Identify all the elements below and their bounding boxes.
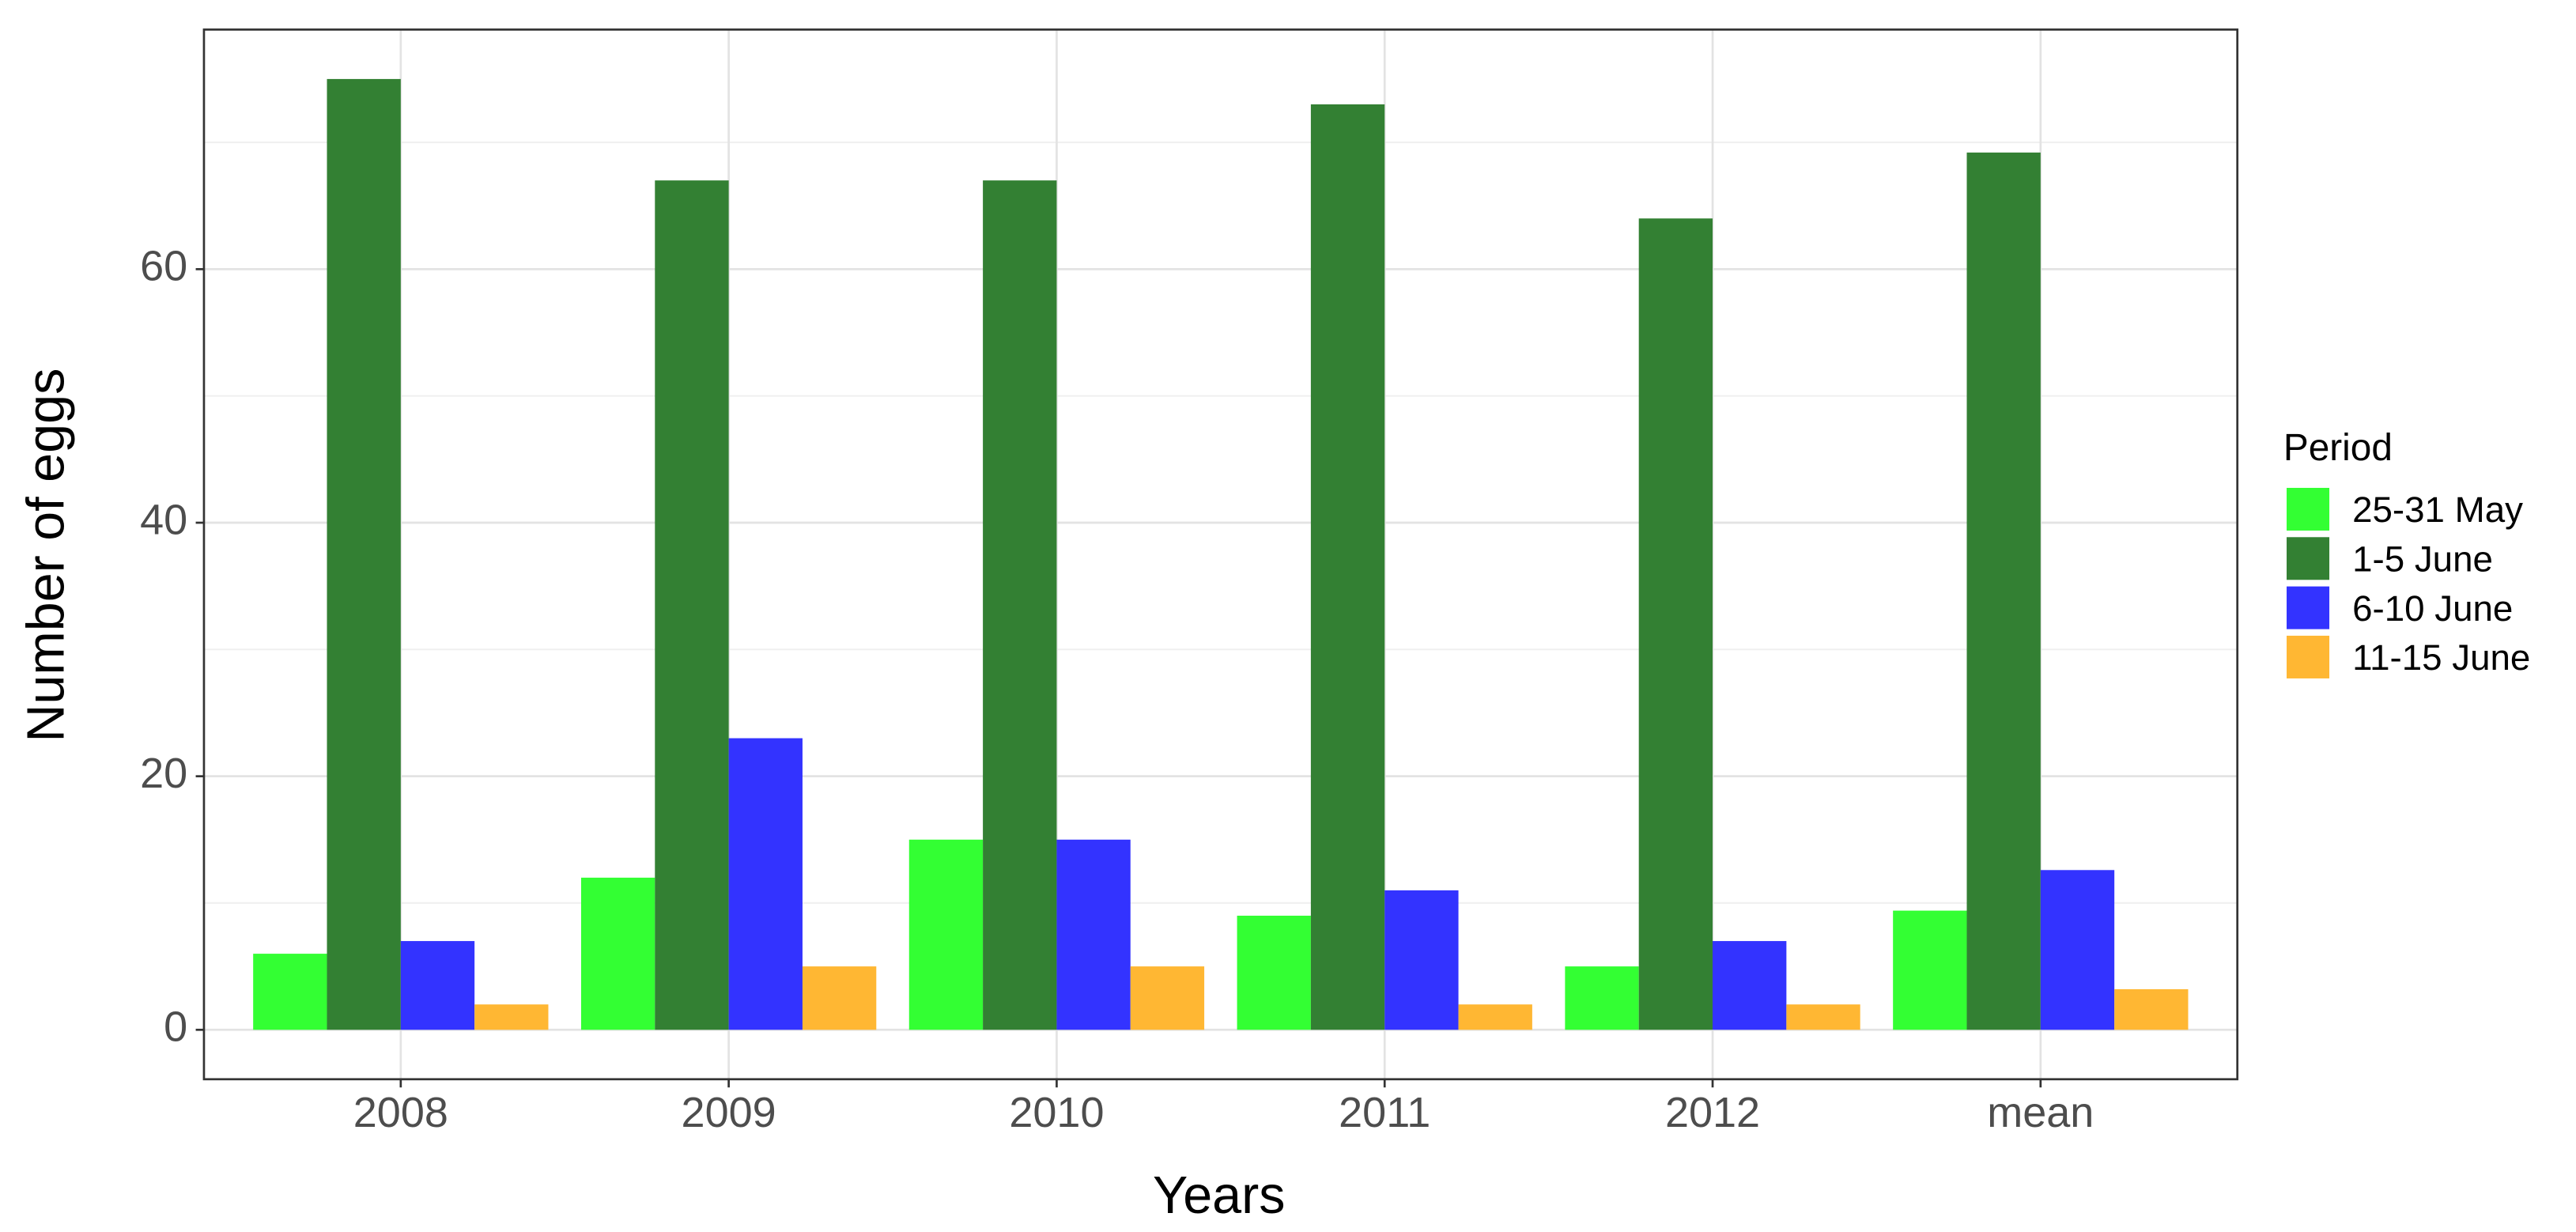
plot-border: [202, 28, 2239, 1081]
bar: [1565, 966, 1639, 1030]
bar: [1966, 152, 2041, 1030]
legend-title: Period: [2283, 427, 2393, 469]
y-axis-title: Number of eggs: [17, 368, 75, 743]
bar: [1237, 916, 1311, 1030]
y-tick-label: 0: [164, 1003, 187, 1051]
y-tick-label: 20: [140, 750, 187, 797]
bar: [655, 180, 729, 1030]
bar: [1056, 839, 1131, 1030]
x-tick-label: 2010: [1009, 1089, 1104, 1136]
legend-label: 1-5 June: [2352, 539, 2493, 580]
bar: [1786, 1004, 1860, 1030]
bar: [802, 966, 877, 1030]
bar: [2114, 988, 2189, 1030]
x-axis-title: Years: [1153, 1166, 1286, 1225]
legend-label: 11-15 June: [2352, 637, 2530, 678]
bar: [728, 738, 803, 1030]
x-tick-label: mean: [1987, 1089, 2094, 1136]
bar: [1384, 890, 1459, 1030]
bar: [400, 941, 475, 1030]
bar: [1638, 218, 1713, 1030]
bar: [253, 954, 327, 1030]
bar: [1310, 104, 1385, 1030]
bar: [908, 839, 984, 1030]
x-tick-label: 2012: [1665, 1089, 1760, 1136]
legend-key: [2287, 586, 2330, 629]
legend-key: [2287, 635, 2330, 678]
legend-key: [2287, 487, 2330, 531]
y-tick-label: 60: [140, 243, 187, 290]
x-tick-label: 2008: [353, 1089, 448, 1136]
legend-key: [2287, 537, 2330, 580]
y-tick-label: 40: [140, 496, 187, 543]
bar: [327, 78, 401, 1030]
bar: [1893, 910, 1967, 1030]
bar: [474, 1004, 549, 1030]
bar: [1713, 941, 1787, 1030]
legend-label: 25-31 May: [2352, 489, 2523, 530]
x-tick-label: 2009: [682, 1089, 776, 1136]
bar: [1130, 966, 1205, 1030]
bar: [580, 877, 655, 1030]
legend-label: 6-10 June: [2352, 588, 2513, 629]
bar: [983, 180, 1057, 1030]
bar: [2040, 870, 2115, 1030]
x-tick-label: 2011: [1339, 1089, 1430, 1136]
bar: [1458, 1004, 1532, 1030]
